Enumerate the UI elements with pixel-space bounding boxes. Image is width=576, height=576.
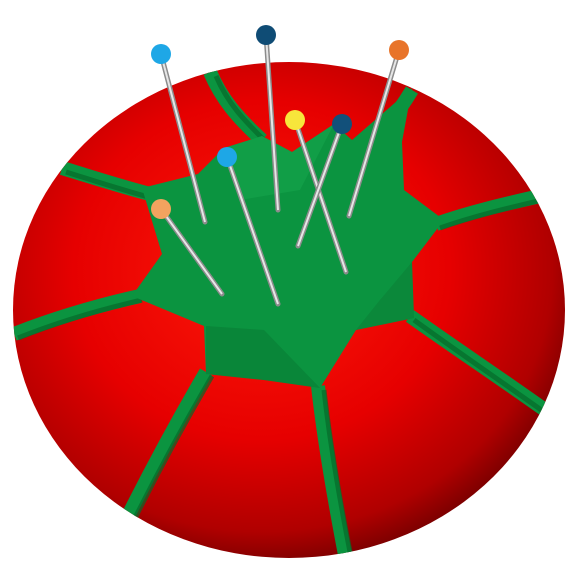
- pin-head-icon: [151, 199, 171, 219]
- seam-shading: [17, 75, 549, 558]
- pin-yellow: [285, 110, 349, 275]
- pin-head-icon: [151, 44, 171, 64]
- pin-blue-left: [151, 44, 208, 225]
- pin-head-icon: [217, 147, 237, 167]
- pins: [151, 25, 409, 307]
- pin-head-icon: [389, 40, 409, 60]
- calyx-highlight: [224, 124, 334, 200]
- pin-head-icon: [285, 110, 305, 130]
- calyx-shading: [206, 326, 320, 388]
- pin-peach: [151, 199, 225, 297]
- pin-head-icon: [256, 25, 276, 45]
- pin-navy-top: [256, 25, 281, 213]
- pin-orange-right: [346, 40, 409, 219]
- calyx-shading-2: [356, 262, 414, 330]
- pin-head-icon: [332, 114, 352, 134]
- pin-blue-mid: [217, 147, 281, 307]
- pin-navy-mid: [295, 114, 352, 249]
